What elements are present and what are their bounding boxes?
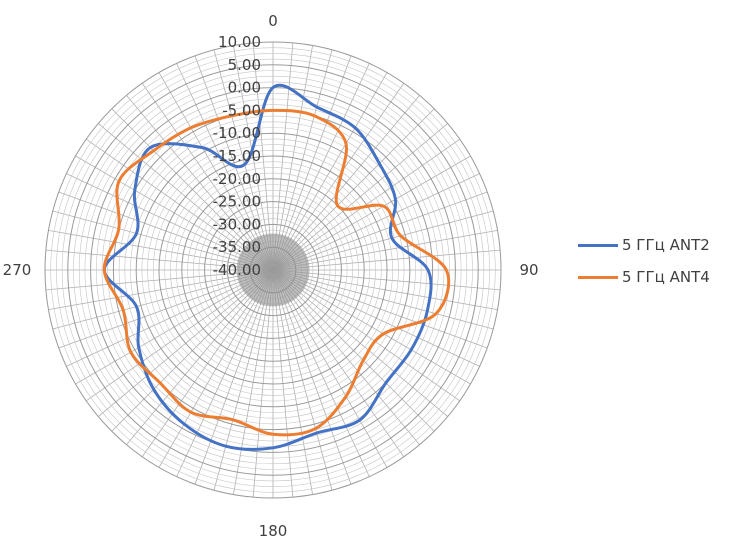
series-line-ant2: [102, 83, 433, 451]
series-line-ant4: [102, 108, 451, 437]
series-group: [102, 83, 451, 451]
radial-tick-labels: 10.00 5.00 0.00 -5.00 -10.00 -15.00 -20.00 -25.…: [213, 33, 261, 279]
angle-label-180: 180: [259, 522, 288, 540]
grid-ring: [101, 98, 445, 442]
legend-item-ant4[interactable]: 5 ГГц ANT4: [578, 266, 710, 288]
grid-ring: [153, 150, 393, 390]
radial-tick-label: -5.00: [222, 101, 261, 119]
legend-swatch-ant2: [578, 243, 618, 247]
grid-ring: [221, 218, 325, 322]
radial-tick-label: -10.00: [213, 124, 261, 142]
radial-tick-label: -25.00: [213, 193, 261, 211]
angle-label-0: 0: [268, 12, 278, 30]
legend-label-ant2: 5 ГГц ANT2: [622, 236, 710, 254]
grid-ring: [141, 138, 405, 402]
grid-ring: [78, 75, 468, 465]
grid-ring: [135, 132, 411, 408]
grid-ring: [147, 144, 399, 396]
legend-label-ant4: 5 ГГц ANT4: [622, 268, 710, 286]
center-dense-area: [236, 233, 310, 307]
grid-ring: [170, 167, 376, 373]
grid-ring: [232, 229, 314, 311]
grid-ring: [73, 70, 473, 470]
grid-ring: [130, 127, 416, 413]
radial-tick-label: -20.00: [213, 170, 261, 188]
grid-ring: [198, 195, 348, 345]
radial-tick-label: -35.00: [213, 238, 261, 256]
grid-ring: [61, 58, 485, 482]
angle-label-270: 270: [3, 261, 32, 279]
grid-ring: [175, 172, 371, 368]
grid-ring: [226, 223, 320, 317]
grid-ring: [84, 81, 462, 459]
grid-ring: [215, 212, 331, 328]
grid-ring: [164, 161, 382, 379]
angle-label-90: 90: [519, 261, 538, 279]
radial-tick-label: 0.00: [228, 79, 261, 97]
polar-center-fill: [236, 233, 310, 307]
legend-swatch-ant4: [578, 275, 618, 279]
grid-ring: [56, 53, 490, 487]
grid-ring: [158, 155, 388, 385]
radial-tick-label: 5.00: [228, 56, 261, 74]
grid-ring: [187, 184, 359, 356]
radial-tick-label: -40.00: [213, 261, 261, 279]
grid-ring: [204, 201, 342, 339]
radial-tick-label: 10.00: [218, 33, 261, 51]
grid-ring: [210, 207, 337, 334]
grid-ring: [67, 64, 479, 476]
grid-ring: [50, 47, 496, 493]
grid-ring: [124, 121, 422, 419]
grid-ring: [181, 178, 365, 362]
legend: 5 ГГц ANT2 5 ГГц ANT4: [578, 234, 710, 298]
radial-tick-label: -30.00: [213, 215, 261, 233]
grid-ring: [44, 41, 502, 499]
legend-item-ant2[interactable]: 5 ГГц ANT2: [578, 234, 710, 256]
radial-tick-label: -15.00: [213, 147, 261, 165]
angular-labels: 0 90 180 270: [3, 12, 539, 540]
polar-grid: [44, 41, 502, 499]
grid-ring: [192, 189, 354, 351]
